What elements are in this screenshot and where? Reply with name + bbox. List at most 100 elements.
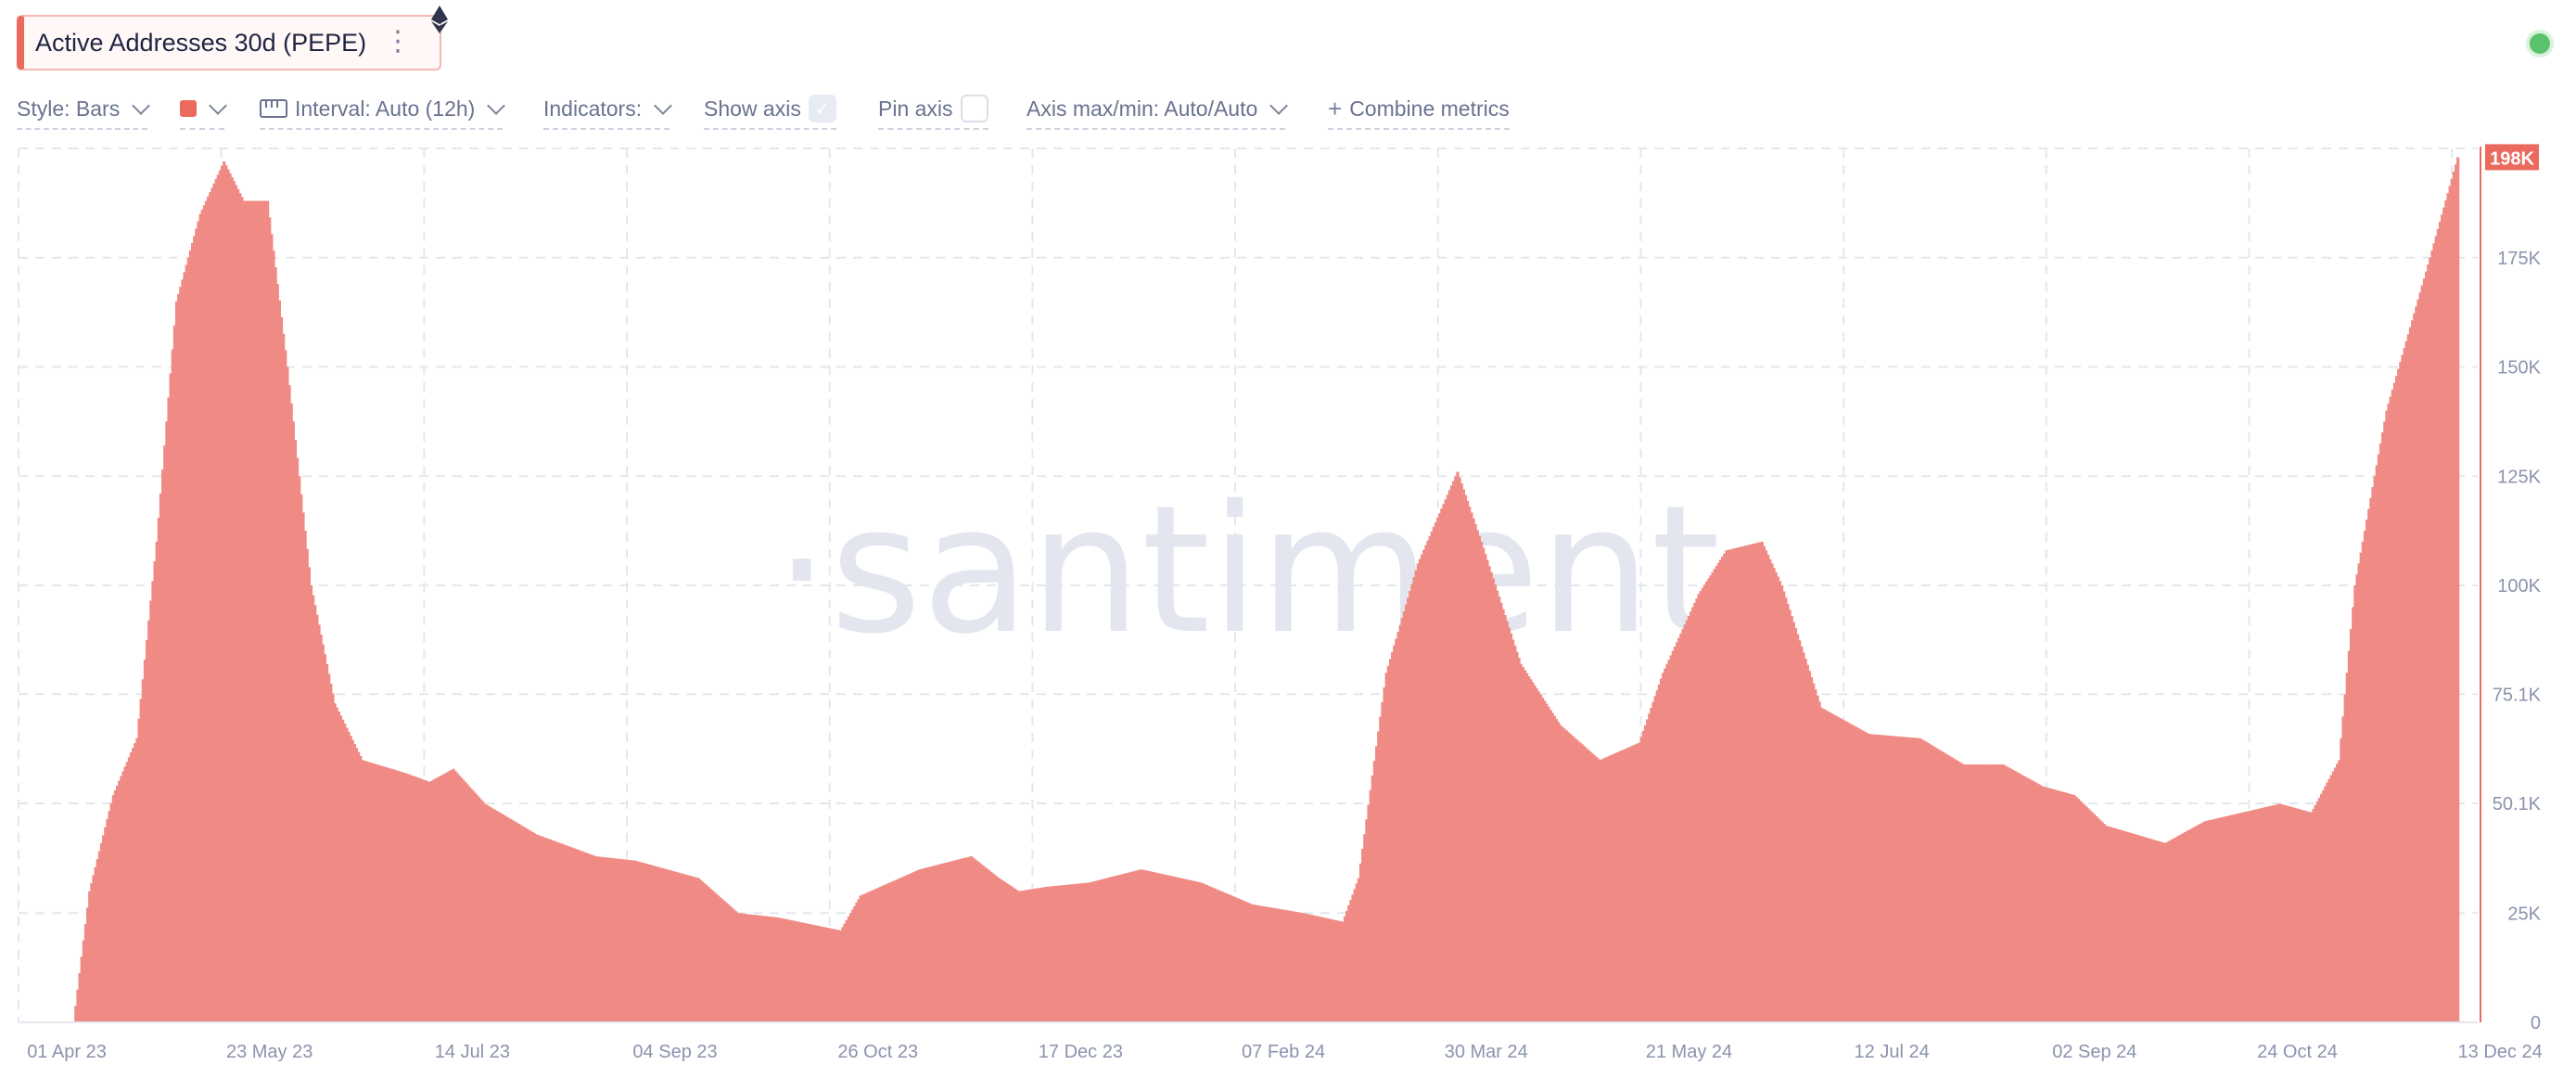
- bar: [673, 871, 677, 1022]
- bar: [1968, 764, 1971, 1022]
- bar: [1978, 764, 1982, 1022]
- bar: [2120, 830, 2123, 1022]
- pin-axis-toggle[interactable]: Pin axis: [878, 91, 988, 130]
- bar: [1452, 481, 1456, 1022]
- bar: [580, 851, 584, 1022]
- bar: [937, 864, 942, 1022]
- bar: [1446, 494, 1449, 1022]
- pin-axis-checkbox[interactable]: [960, 95, 988, 122]
- bar: [129, 752, 134, 1022]
- show-axis-checkbox[interactable]: ✓: [808, 95, 836, 122]
- bar: [1463, 494, 1468, 1022]
- bar: [1056, 885, 1060, 1022]
- bar: [1634, 744, 1638, 1022]
- bar: [475, 795, 479, 1022]
- bar: [503, 815, 507, 1022]
- bar: [1857, 728, 1861, 1022]
- bar: [1936, 749, 1940, 1022]
- bar: [1833, 715, 1837, 1022]
- bar: [1697, 594, 1701, 1022]
- bar: [2371, 487, 2375, 1022]
- bar: [794, 920, 797, 1022]
- active-addresses-chart[interactable]: ·santiment· 0 25K 50.1K 75.1K 100K 125K 150K 17…: [0, 139, 2576, 1065]
- more-options-icon[interactable]: ⋮: [384, 26, 412, 57]
- bar: [689, 876, 693, 1022]
- style-selector[interactable]: Style: Bars: [17, 91, 151, 130]
- bar: [92, 875, 96, 1022]
- bar: [1475, 530, 1479, 1022]
- bar: [682, 874, 687, 1022]
- bar: [2201, 822, 2205, 1022]
- bar: [799, 922, 803, 1022]
- bar: [1884, 735, 1889, 1022]
- bar: [534, 834, 539, 1022]
- bar: [1873, 734, 1877, 1022]
- bar: [402, 772, 406, 1022]
- bar: [962, 858, 965, 1022]
- x-tick-label: 23 May 23: [226, 1042, 312, 1062]
- bar: [770, 917, 773, 1022]
- bar: [473, 792, 478, 1022]
- show-axis-toggle[interactable]: Show axis ✓: [704, 91, 836, 130]
- bar: [364, 761, 368, 1022]
- bar: [197, 221, 200, 1022]
- bar: [2169, 840, 2174, 1022]
- current-value-label: 198K: [2490, 148, 2534, 169]
- bar: [1442, 504, 1446, 1022]
- interval-selector[interactable]: Interval: Auto (12h): [260, 91, 506, 130]
- bar: [2387, 404, 2391, 1022]
- bar: [626, 859, 630, 1022]
- bar: [1266, 906, 1269, 1022]
- bar: [2329, 775, 2333, 1022]
- y-tick-label: 150K: [2497, 358, 2541, 379]
- bar: [223, 161, 226, 1022]
- bar: [2043, 787, 2047, 1022]
- metric-card[interactable]: Active Addresses 30d (PEPE) ⋮: [17, 15, 441, 71]
- bar: [1381, 701, 1384, 1022]
- bar: [2306, 811, 2310, 1022]
- bar: [1037, 888, 1040, 1022]
- bar: [1333, 919, 1337, 1022]
- bar: [2175, 836, 2179, 1022]
- bar: [2294, 808, 2298, 1022]
- bar: [1727, 549, 1730, 1022]
- bar: [452, 768, 455, 1022]
- bar: [776, 917, 780, 1022]
- bar: [1505, 621, 1509, 1022]
- bar: [200, 209, 204, 1022]
- bar: [2272, 804, 2276, 1022]
- bar: [756, 915, 759, 1022]
- bar: [1131, 871, 1135, 1022]
- bar: [1268, 907, 1272, 1022]
- bar: [2187, 829, 2191, 1022]
- bar: [2179, 834, 2183, 1022]
- bar: [1357, 878, 1360, 1022]
- bar: [742, 913, 746, 1022]
- bar: [2276, 803, 2280, 1022]
- combine-metrics-button[interactable]: + Combine metrics: [1328, 91, 1510, 130]
- bar: [210, 187, 214, 1022]
- bar: [1197, 881, 1201, 1022]
- bar: [1232, 896, 1236, 1022]
- bar: [1999, 764, 2003, 1022]
- bar: [309, 585, 313, 1022]
- bar: [78, 973, 82, 1022]
- axis-maxmin-selector[interactable]: Axis max/min: Auto/Auto: [1027, 91, 1289, 130]
- bar: [1432, 526, 1435, 1022]
- color-selector[interactable]: [180, 91, 227, 130]
- bar: [507, 817, 511, 1022]
- bar: [1537, 691, 1540, 1022]
- bar: [1396, 632, 1400, 1022]
- bar: [1653, 696, 1657, 1022]
- bar: [366, 762, 370, 1022]
- bar: [614, 858, 618, 1022]
- bar: [1695, 598, 1699, 1022]
- bar: [1598, 760, 1602, 1022]
- bar: [2207, 820, 2211, 1022]
- indicators-selector[interactable]: Indicators:: [543, 91, 673, 130]
- bar: [886, 883, 890, 1022]
- bar: [1262, 906, 1266, 1022]
- bar: [2456, 157, 2460, 1023]
- bar: [2177, 835, 2181, 1022]
- bar: [2233, 814, 2237, 1022]
